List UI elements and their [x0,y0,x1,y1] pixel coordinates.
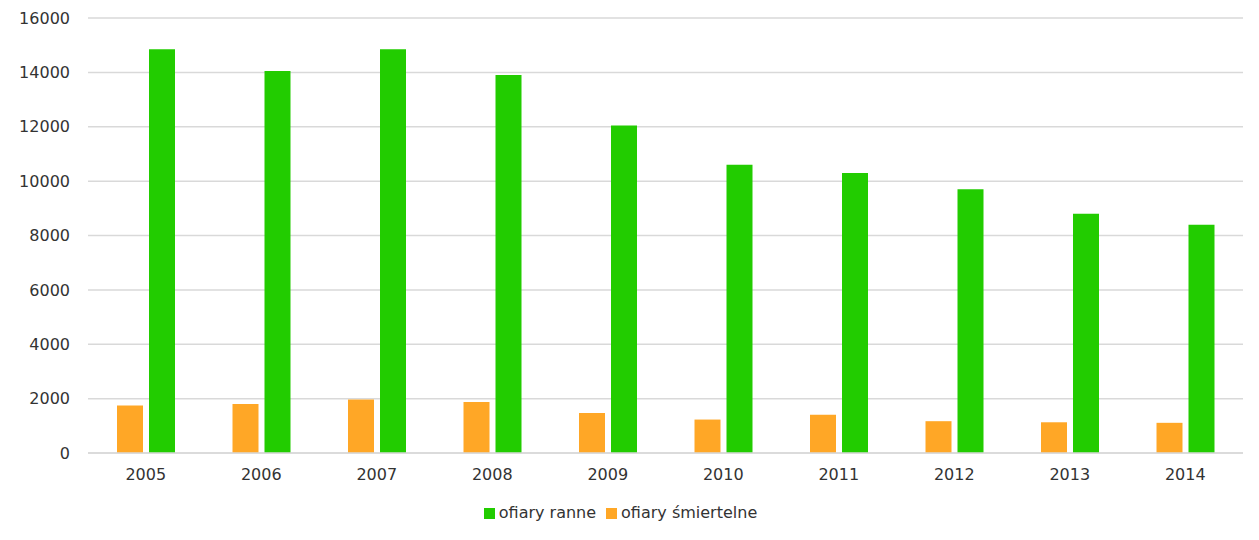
svg-text:0: 0 [60,444,70,463]
svg-text:12000: 12000 [19,117,70,136]
svg-text:4000: 4000 [29,335,70,354]
svg-text:2007: 2007 [356,465,397,484]
svg-text:16000: 16000 [19,9,70,28]
svg-text:2006: 2006 [241,465,282,484]
svg-text:2014: 2014 [1165,465,1206,484]
html-text:ofiary śmiertelne: ofiary śmiertelne [621,503,758,522]
svg-text:2011: 2011 [818,465,859,484]
svg-text:2012: 2012 [934,465,975,484]
html-text:ofiary ranne: ofiary ranne [498,503,597,522]
svg-text:2008: 2008 [472,465,513,484]
svg-text:2013: 2013 [1049,465,1090,484]
svg-text:8000: 8000 [29,226,70,245]
svg-text:2009: 2009 [587,465,628,484]
svg-text:2005: 2005 [125,465,166,484]
svg-text:6000: 6000 [29,281,70,300]
svg-text:14000: 14000 [19,63,70,82]
svg-text:2010: 2010 [703,465,744,484]
svg-text:2000: 2000 [29,389,70,408]
svg-text:10000: 10000 [19,172,70,191]
